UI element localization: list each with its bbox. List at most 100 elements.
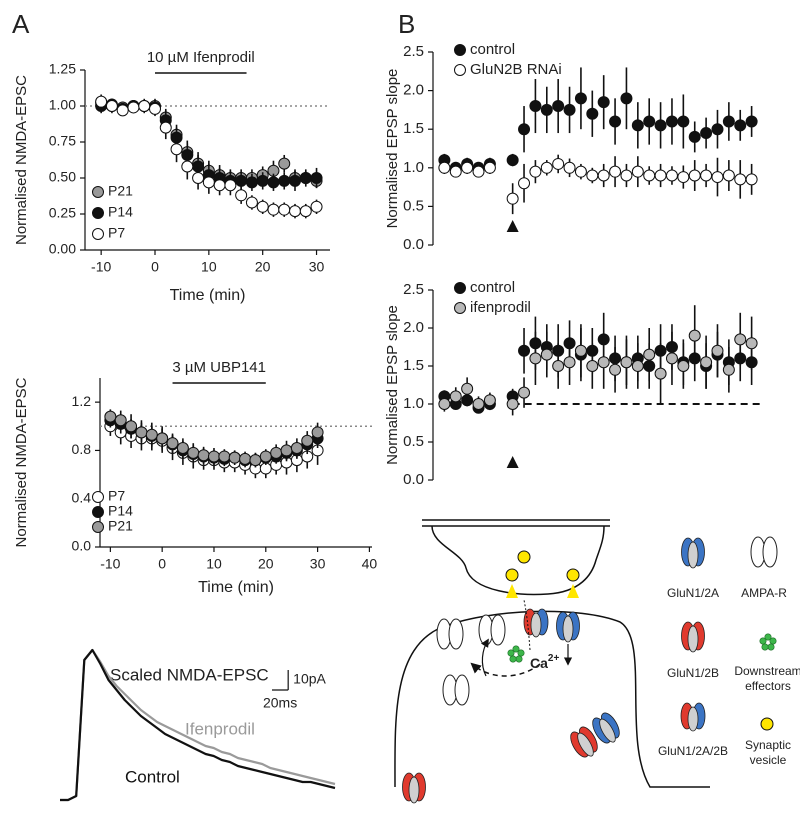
legend-label: control	[470, 41, 515, 58]
data-point	[609, 363, 622, 376]
data-point	[620, 169, 633, 182]
data-point	[506, 192, 519, 205]
legend-label: ifenprodil	[470, 299, 531, 316]
y-tick-label: 0.5	[403, 197, 424, 214]
y-tick-label: 0.25	[49, 205, 76, 221]
x-tick-label: 30	[309, 259, 325, 275]
arrow	[470, 662, 541, 677]
data-point	[688, 329, 701, 342]
data-point	[245, 176, 258, 189]
legend-label: effectors	[745, 679, 791, 693]
legend-marker	[92, 491, 104, 503]
data-point	[149, 102, 161, 115]
data-point	[449, 390, 462, 403]
legend-marker	[92, 186, 104, 198]
legend-label: Synaptic	[745, 738, 791, 752]
data-point	[609, 165, 622, 178]
data-point	[722, 363, 735, 376]
data-point	[745, 115, 758, 128]
data-point	[176, 442, 189, 455]
legend-label: GluN1/2A	[667, 586, 719, 600]
data-point	[239, 452, 252, 465]
y-tick-label: 1.00	[49, 97, 76, 113]
ion-charge: 2+	[548, 653, 560, 664]
scalebar-label: 10pA	[293, 671, 326, 687]
legend-marker	[454, 64, 466, 76]
legend-icon	[681, 621, 705, 653]
legend-marker	[92, 521, 104, 533]
legend-label: P21	[108, 518, 133, 534]
trace	[60, 648, 336, 802]
y-tick-label: 2.5	[403, 43, 424, 60]
legend-label: P7	[108, 225, 125, 241]
data-point	[289, 174, 301, 187]
release	[567, 584, 579, 598]
x-tick-label: -10	[100, 556, 120, 572]
data-point	[552, 157, 565, 170]
data-point	[438, 161, 451, 174]
legend-marker	[454, 44, 466, 56]
data-point	[734, 333, 747, 346]
data-point	[135, 426, 148, 439]
data-point	[643, 348, 656, 361]
data-point	[249, 454, 262, 467]
scalebar-label: 20ms	[263, 695, 297, 711]
data-point	[259, 450, 272, 463]
data-point	[267, 176, 280, 189]
y-tick-label: 0.8	[72, 441, 92, 457]
x-tick-label: 30	[310, 556, 326, 572]
data-point	[677, 171, 690, 184]
data-point	[688, 130, 701, 143]
data-point	[145, 428, 158, 441]
data-point	[734, 173, 747, 186]
data-point	[213, 179, 226, 192]
y-axis-label: Normalised NMDA-EPSC	[13, 75, 30, 245]
y-tick-label: 1.0	[403, 159, 424, 176]
data-point	[472, 165, 485, 178]
data-point	[127, 101, 140, 114]
data-point	[235, 189, 248, 202]
data-point	[677, 360, 690, 372]
release	[506, 584, 518, 598]
legend-marker	[92, 228, 104, 240]
legend-icon	[760, 717, 774, 731]
chart-title: Scaled NMDA-EPSC	[110, 665, 269, 684]
y-tick-label: 0.0	[72, 538, 92, 554]
data-point	[722, 115, 735, 128]
x-axis-label: Time (min)	[170, 287, 246, 304]
data-point	[540, 161, 553, 174]
data-point	[207, 450, 220, 463]
legend-icon	[681, 537, 705, 569]
legend-label: P14	[108, 503, 133, 519]
data-point	[563, 161, 576, 174]
data-point	[461, 382, 474, 395]
data-point	[654, 119, 667, 132]
data-point	[631, 360, 644, 372]
panel-label: B	[398, 9, 415, 39]
y-axis-label: Normalised EPSP slope	[384, 305, 401, 465]
x-tick-label: 20	[258, 556, 274, 572]
y-tick-label: 0.4	[72, 489, 92, 505]
data-point	[620, 92, 633, 105]
y-tick-label: 1.25	[49, 61, 76, 77]
data-point	[597, 96, 610, 109]
data-point	[677, 115, 690, 128]
data-point	[518, 386, 531, 399]
y-tick-label: 1.0	[403, 395, 424, 412]
data-point	[518, 177, 531, 190]
data-point	[166, 437, 179, 450]
data-point	[518, 344, 531, 357]
data-point	[311, 426, 324, 439]
legend-icon	[759, 633, 777, 651]
data-point	[267, 203, 280, 216]
ampa-receptor	[442, 674, 470, 706]
stimulus-arrow	[506, 220, 519, 232]
data-point	[609, 115, 622, 128]
y-tick-label: 0.00	[49, 241, 76, 257]
data-point	[643, 169, 656, 182]
data-point	[278, 174, 291, 187]
data-point	[95, 95, 108, 108]
y-tick-label: 0.0	[403, 236, 424, 253]
data-point	[310, 200, 323, 213]
legend-label: P14	[108, 204, 133, 220]
